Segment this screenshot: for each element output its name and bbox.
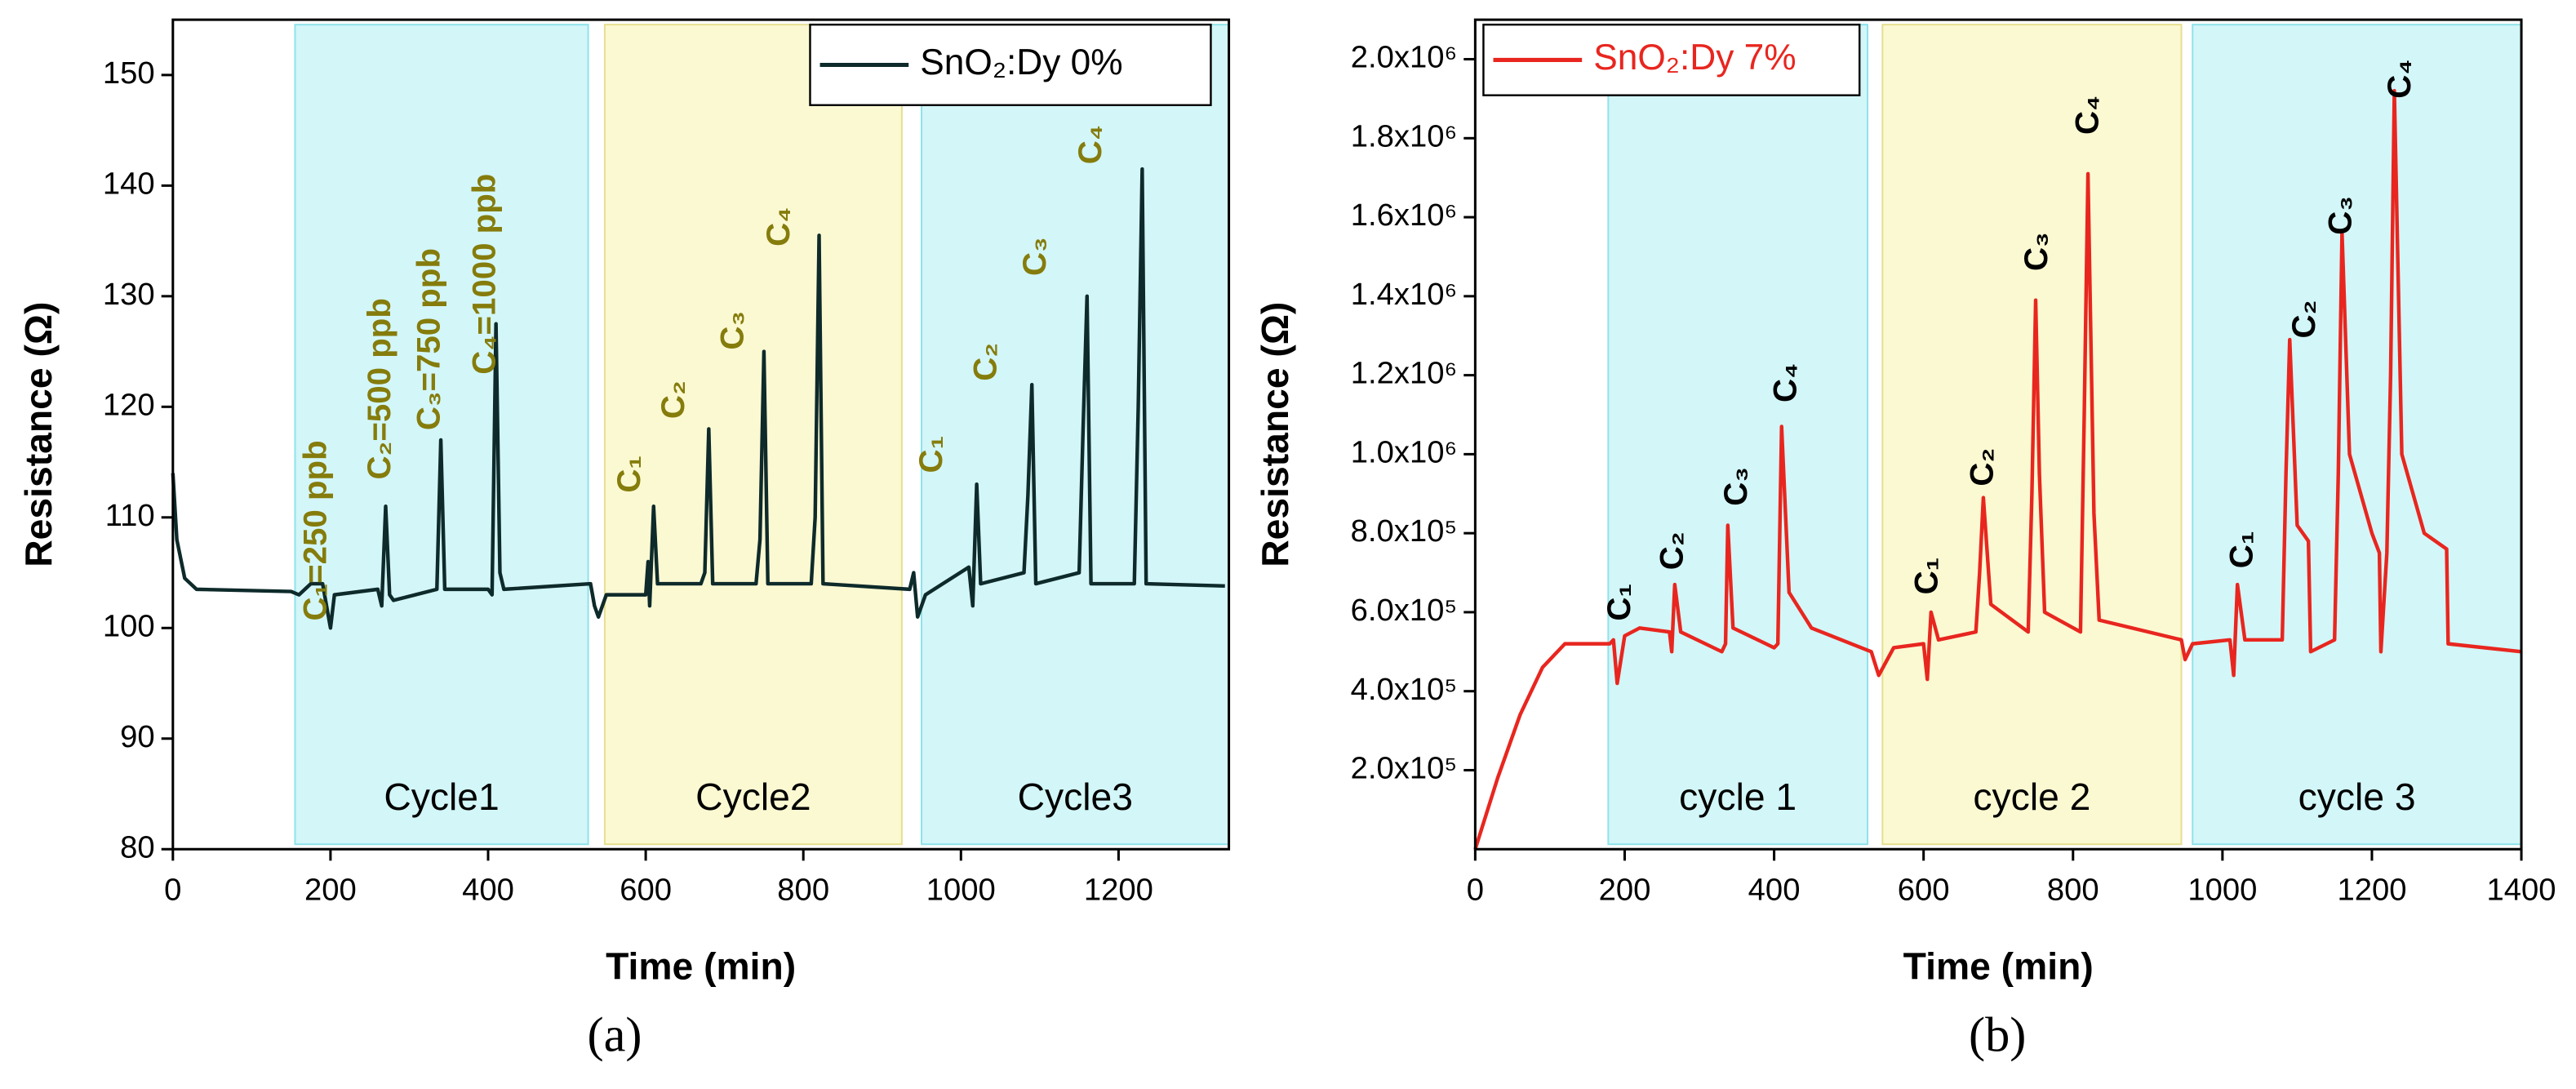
cycle-band	[603, 24, 903, 846]
y-tick-label: 2.0x10⁶	[1351, 40, 1457, 75]
cycle-band	[2192, 24, 2523, 846]
peak-annotation: C₃=750 ppb	[410, 248, 446, 430]
y-tick-label: 150	[103, 56, 155, 91]
y-tick-label: 6.0x10⁵	[1351, 593, 1458, 628]
peak-annotation: C₁	[611, 456, 647, 493]
band-label: Cycle2	[695, 776, 811, 818]
panel-label: (a)	[588, 1007, 642, 1062]
legend-entry: SnO₂:Dy 7%	[1593, 38, 1796, 78]
y-tick-label: 1.0x10⁶	[1351, 434, 1457, 469]
band-label: Cycle3	[1018, 776, 1133, 818]
y-tick-label: 120	[103, 387, 155, 422]
x-tick-label: 1200	[1084, 873, 1153, 908]
y-tick-label: 110	[105, 498, 155, 533]
y-tick-label: 1.8x10⁶	[1351, 118, 1457, 153]
cycle-band	[921, 24, 1230, 846]
peak-annotation: C₄	[2069, 96, 2106, 135]
x-tick-label: 1000	[926, 873, 996, 908]
y-tick-label: 100	[103, 608, 155, 643]
peak-annotation: C₂	[2285, 300, 2322, 339]
x-tick-label: 400	[462, 873, 514, 908]
x-tick-label: 200	[304, 873, 357, 908]
x-tick-label: 200	[1599, 873, 1651, 908]
y-tick-label: 1.6x10⁶	[1351, 198, 1457, 233]
y-tick-label: 8.0x10⁵	[1351, 513, 1458, 549]
x-axis-label: Time (min)	[606, 945, 796, 987]
y-axis-label: Resistance (Ω)	[17, 302, 60, 567]
x-tick-label: 600	[1898, 873, 1950, 908]
peak-annotation: C₂=500 ppb	[361, 298, 398, 479]
peak-annotation: C₃	[2018, 232, 2054, 271]
peak-annotation: C₂	[966, 343, 1003, 381]
x-tick-label: 800	[777, 873, 829, 908]
y-tick-label: 1.2x10⁶	[1351, 356, 1457, 391]
x-tick-label: 800	[2047, 873, 2099, 908]
peak-annotation: C₃	[1717, 467, 1754, 506]
peak-annotation: C₁	[913, 436, 949, 473]
x-tick-label: 0	[1467, 873, 1484, 908]
peak-annotation: C₄=1000 ppb	[466, 174, 503, 375]
y-tick-label: 140	[103, 166, 155, 201]
x-tick-label: 0	[164, 873, 181, 908]
y-tick-label: 2.0x10⁵	[1351, 751, 1458, 786]
data-line	[1473, 89, 2522, 850]
peak-annotation: C₂	[1964, 448, 2001, 487]
peak-annotation: C₂	[655, 380, 691, 419]
y-tick-label: 130	[103, 277, 155, 312]
peak-annotation: C₄	[1072, 125, 1108, 164]
cycle-band	[294, 24, 589, 846]
y-tick-label: 1.4x10⁶	[1351, 277, 1457, 312]
cycle-band	[1607, 24, 1869, 846]
peak-annotation: C₁	[2223, 531, 2260, 568]
x-tick-label: 1400	[2487, 873, 2556, 908]
y-axis-label: Resistance (Ω)	[1254, 302, 1296, 567]
x-tick-label: 600	[620, 873, 672, 908]
band-label: cycle 2	[1973, 776, 2090, 818]
x-tick-label: 400	[1748, 873, 1801, 908]
x-tick-label: 1200	[2337, 873, 2406, 908]
peak-annotation: C₄	[760, 207, 797, 247]
x-tick-label: 1000	[2187, 873, 2257, 908]
peak-annotation: C₃	[2321, 196, 2358, 235]
band-label: cycle 1	[1679, 776, 1797, 818]
panel-label: (b)	[1969, 1007, 2026, 1062]
legend-entry: SnO₂:Dy 0%	[920, 42, 1122, 82]
y-tick-label: 4.0x10⁵	[1351, 672, 1458, 707]
plot-frame	[171, 18, 1231, 851]
y-tick-label: 80	[120, 829, 155, 865]
peak-annotation: C₁=250 ppb	[296, 440, 333, 620]
peak-annotation: C₁	[1908, 558, 1944, 595]
peak-annotation: C₃	[1016, 237, 1053, 276]
y-tick-label: 90	[120, 719, 155, 754]
peak-annotation: C₄	[2381, 59, 2418, 98]
peak-annotation: C₂	[1653, 531, 1690, 570]
data-line	[171, 167, 1225, 630]
peak-annotation: C₁	[1601, 584, 1637, 621]
x-axis-label: Time (min)	[1903, 945, 2094, 987]
band-label: cycle 3	[2298, 776, 2416, 818]
peak-annotation: C₄	[1766, 363, 1803, 402]
band-label: Cycle1	[384, 776, 499, 818]
plot-frame	[1473, 18, 2523, 851]
peak-annotation: C₃	[714, 311, 751, 350]
